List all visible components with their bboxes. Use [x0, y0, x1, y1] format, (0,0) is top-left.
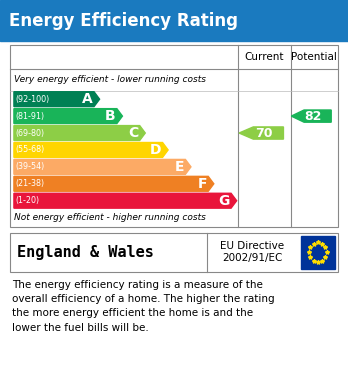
Text: Potential: Potential	[291, 52, 337, 62]
Bar	[10, 45, 338, 227]
FancyArrow shape	[291, 110, 331, 122]
FancyArrow shape	[14, 193, 237, 208]
Text: 82: 82	[304, 109, 322, 123]
FancyArrow shape	[14, 126, 145, 140]
Text: (69-80): (69-80)	[16, 129, 45, 138]
Text: (39-54): (39-54)	[16, 162, 45, 171]
Text: E: E	[174, 160, 184, 174]
Text: The energy efficiency rating is a measure of the
overall efficiency of a home. T: The energy efficiency rating is a measur…	[12, 280, 275, 333]
Bar	[0, 0, 348, 41]
FancyArrow shape	[14, 109, 122, 124]
Text: Energy Efficiency Rating: Energy Efficiency Rating	[9, 11, 238, 30]
Text: (55-68): (55-68)	[16, 145, 45, 154]
FancyArrow shape	[14, 176, 214, 191]
Text: (21-38): (21-38)	[16, 179, 45, 188]
FancyArrow shape	[239, 127, 284, 139]
Text: 70: 70	[255, 127, 272, 140]
Text: F: F	[197, 177, 207, 191]
FancyArrow shape	[14, 142, 168, 158]
Text: Current: Current	[245, 52, 284, 62]
Text: C: C	[128, 126, 138, 140]
Text: EU Directive
2002/91/EC: EU Directive 2002/91/EC	[220, 241, 284, 263]
Bar	[10, 233, 338, 272]
Text: (81-91): (81-91)	[16, 111, 45, 120]
FancyArrow shape	[14, 160, 191, 174]
Text: A: A	[82, 92, 93, 106]
Text: D: D	[150, 143, 161, 157]
Text: (92-100): (92-100)	[16, 95, 50, 104]
Text: England & Wales: England & Wales	[17, 245, 154, 260]
Text: G: G	[218, 194, 230, 208]
FancyArrow shape	[14, 92, 100, 107]
Text: Not energy efficient - higher running costs: Not energy efficient - higher running co…	[14, 213, 206, 222]
Text: Very energy efficient - lower running costs: Very energy efficient - lower running co…	[14, 75, 206, 84]
Text: B: B	[105, 109, 116, 123]
Bar	[301, 236, 335, 269]
Text: (1-20): (1-20)	[16, 196, 40, 205]
